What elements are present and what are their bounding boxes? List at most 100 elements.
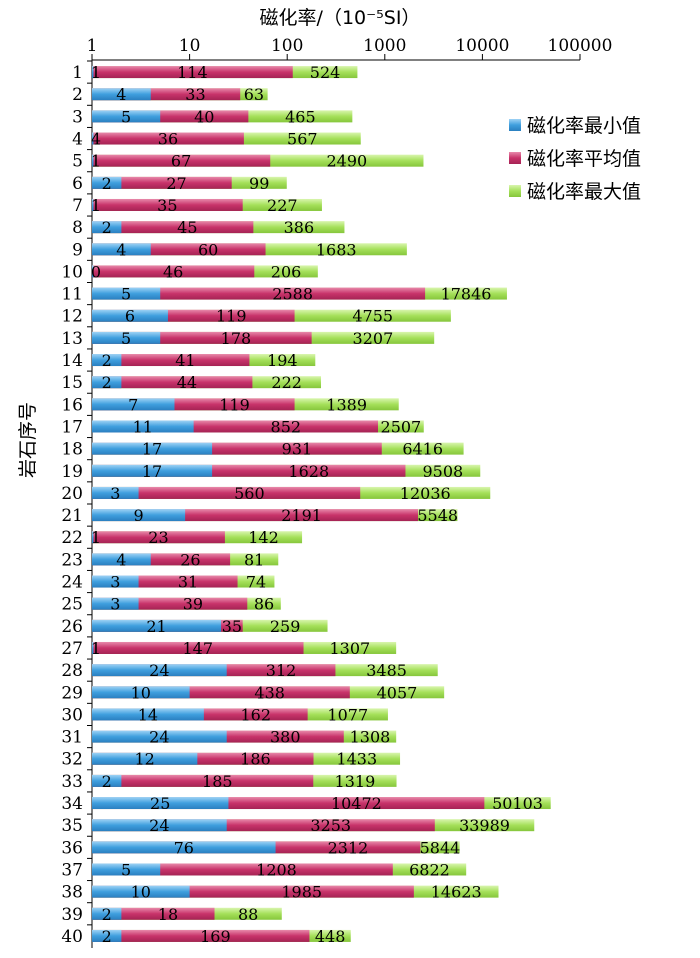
label-min: 21 [146, 617, 166, 636]
bar-min [92, 664, 227, 677]
label-max: 1683 [316, 240, 357, 259]
category-axis: 1234567891011121314151617181920212223242… [61, 60, 92, 947]
label-min: 6 [125, 307, 135, 326]
label-min: 24 [149, 816, 169, 835]
label-max: 33989 [459, 816, 510, 835]
label-min: 2 [102, 174, 112, 193]
category-label: 21 [61, 506, 83, 526]
label-min: 2 [102, 218, 112, 237]
category-label: 7 [72, 196, 83, 216]
bar-min [92, 619, 222, 632]
label-min: 1 [91, 196, 101, 215]
label-mean: 438 [254, 683, 285, 702]
label-max: 386 [284, 218, 315, 237]
label-min: 1 [91, 639, 101, 658]
label-mean: 852 [271, 417, 302, 436]
label-max: 6416 [402, 440, 443, 459]
bar-min [92, 486, 139, 499]
category-label: 31 [61, 728, 83, 748]
label-max: 194 [267, 351, 298, 370]
label-max: 4755 [352, 307, 393, 326]
label-max: 81 [244, 550, 264, 569]
legend-swatch-min [509, 119, 521, 131]
category-label: 13 [61, 329, 83, 349]
label-mean: 60 [198, 240, 218, 259]
bar-mean [92, 774, 314, 787]
label-mean: 931 [282, 440, 313, 459]
x-axis-title: 磁化率/（10⁻⁵SI） [260, 7, 421, 29]
legend-swatch-max [509, 185, 521, 197]
label-max: 1389 [326, 395, 367, 414]
label-mean: 41 [175, 351, 195, 370]
label-max: 9508 [423, 462, 464, 481]
label-min: 17 [142, 462, 162, 481]
bar-min [92, 929, 122, 942]
category-label: 19 [61, 462, 83, 482]
label-mean: 312 [266, 661, 297, 680]
bar-mean [92, 66, 293, 79]
label-mean: 178 [221, 329, 252, 348]
bar-min [92, 198, 94, 211]
label-mean: 1628 [288, 462, 329, 481]
category-label: 24 [61, 573, 83, 593]
label-max: 5844 [420, 838, 461, 857]
bar-min [92, 863, 161, 876]
label-mean: 40 [194, 107, 214, 126]
label-max: 2507 [381, 417, 422, 436]
label-mean: 2588 [272, 285, 313, 304]
legend-label-mean: 磁化率平均值 [527, 148, 641, 170]
label-max: 6822 [409, 860, 450, 879]
label-mean: 27 [166, 174, 186, 193]
label-min: 25 [150, 794, 170, 813]
label-mean: 1208 [256, 860, 297, 879]
bar-min [92, 686, 190, 699]
label-min: 0 [91, 262, 101, 281]
label-mean: 36 [158, 130, 178, 149]
category-label: 14 [61, 351, 83, 371]
label-mean: 33 [185, 85, 205, 104]
bar-min [92, 132, 94, 145]
label-min: 3 [110, 595, 120, 614]
label-min: 14 [138, 705, 158, 724]
bar-min [92, 730, 227, 743]
category-label: 36 [61, 838, 83, 858]
category-label: 3 [72, 107, 83, 127]
label-max: 12036 [400, 484, 451, 503]
label-max: 222 [271, 373, 302, 392]
label-max: 3485 [366, 661, 407, 680]
category-label: 6 [72, 174, 83, 194]
x-tick-label: 1000 [363, 36, 406, 56]
bar-min [92, 354, 122, 367]
bar-min [92, 553, 151, 566]
bar-min [92, 597, 139, 610]
bar-mean [92, 132, 244, 145]
category-label: 9 [72, 240, 83, 260]
label-mean: 44 [177, 373, 197, 392]
category-label: 5 [72, 152, 83, 172]
label-max: 63 [244, 85, 264, 104]
category-label: 26 [61, 617, 83, 637]
label-min: 5 [121, 285, 131, 304]
bar-min [92, 110, 161, 123]
bar-mean [92, 287, 426, 300]
label-mean: 46 [163, 262, 183, 281]
bar-min [92, 885, 190, 898]
label-mean: 35 [222, 617, 242, 636]
label-max: 5548 [417, 506, 458, 525]
label-min: 12 [134, 750, 154, 769]
category-label: 35 [61, 816, 83, 836]
label-max: 448 [315, 927, 346, 946]
label-min: 5 [121, 329, 131, 348]
label-min: 2 [102, 927, 112, 946]
bar-min [92, 398, 175, 411]
label-max: 567 [287, 130, 318, 149]
category-label: 20 [61, 484, 83, 504]
label-mean: 380 [270, 728, 301, 747]
label-min: 4 [91, 130, 101, 149]
label-max: 99 [249, 174, 269, 193]
bar-min [92, 88, 151, 101]
x-tick-label: 100 [271, 36, 303, 56]
label-min: 5 [121, 107, 131, 126]
label-max: 3207 [353, 329, 394, 348]
